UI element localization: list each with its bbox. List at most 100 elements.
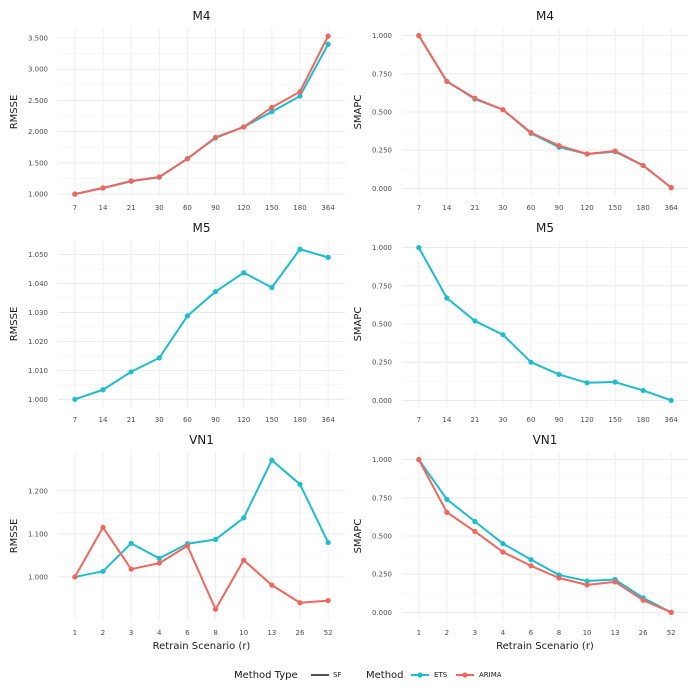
data-point-arima (528, 130, 534, 136)
legend-item-arima: ARIMA (479, 671, 502, 679)
data-point-arima (100, 185, 106, 191)
data-point-ets (668, 397, 674, 403)
data-point-arima (584, 582, 590, 588)
x-tick-label: 21 (127, 204, 136, 212)
x-tick-label: 364 (321, 204, 335, 212)
x-tick-label: 30 (155, 204, 164, 212)
x-tick-label: 10 (583, 629, 592, 637)
panel-title: M5 (536, 221, 554, 235)
x-tick-label: 364 (664, 204, 678, 212)
x-tick-label: 180 (636, 416, 649, 424)
x-tick-label: 120 (237, 416, 250, 424)
data-point-ets (297, 93, 303, 99)
x-tick-label: 90 (555, 416, 564, 424)
y-tick-label: 0.000 (372, 397, 392, 405)
data-point-ets (528, 557, 534, 563)
data-point-arima (269, 104, 275, 110)
y-tick-label: 1.200 (28, 487, 48, 495)
panel-title: VN1 (189, 433, 214, 447)
x-tick-label: 4 (157, 629, 162, 637)
x-tick-label: 14 (99, 416, 108, 424)
series-line-ets (74, 459, 330, 578)
data-point-ets (241, 515, 247, 521)
x-tick-label: 60 (183, 416, 192, 424)
y-tick-label: 1.500 (28, 159, 48, 167)
x-tick-label: 2 (101, 629, 105, 637)
data-point-arima (72, 574, 78, 580)
data-point-ets (584, 380, 590, 386)
data-point-arima (72, 191, 78, 197)
data-point-arima (325, 33, 331, 39)
x-tick-label: 150 (265, 204, 278, 212)
panel-title: VN1 (533, 433, 558, 447)
data-point-ets (297, 246, 303, 252)
data-point-arima (297, 89, 303, 95)
y-tick-label: 0.750 (372, 282, 392, 290)
data-point-ets (444, 295, 450, 301)
x-tick-label: 21 (127, 416, 136, 424)
x-tick-label: 60 (527, 204, 536, 212)
y-tick-label: 0.250 (372, 571, 392, 579)
x-tick-label: 90 (211, 416, 220, 424)
y-tick-label: 1.000 (372, 32, 392, 40)
data-point-ets (444, 496, 450, 502)
data-point-ets (416, 245, 422, 251)
data-point-arima (556, 143, 562, 149)
y-axis-label: SMAPC (353, 307, 364, 342)
data-point-ets (72, 396, 78, 402)
data-point-ets (325, 41, 331, 47)
x-tick-label: 52 (324, 629, 333, 637)
y-tick-label: 0.250 (372, 147, 392, 155)
series-line-arima (74, 35, 330, 196)
x-tick-label: 13 (267, 629, 276, 637)
x-tick-label: 10 (239, 629, 248, 637)
x-tick-label: 180 (636, 204, 649, 212)
y-tick-label: 0.000 (372, 185, 392, 193)
x-tick-label: 180 (293, 416, 306, 424)
data-point-ets (269, 284, 275, 291)
legend-key-point-ets (417, 672, 423, 678)
y-tick-label: 2.500 (28, 97, 48, 105)
data-point-arima (584, 151, 590, 157)
y-tick-label: 1.020 (28, 338, 48, 346)
data-point-arima (212, 606, 219, 612)
data-point-arima (241, 557, 247, 563)
series-line-arima (417, 459, 672, 614)
data-point-arima (325, 598, 331, 604)
data-point-arima (528, 563, 534, 569)
x-tick-label: 14 (442, 416, 451, 424)
data-point-arima (556, 575, 562, 581)
series-line-ets (74, 43, 329, 196)
panel-title: M4 (193, 9, 211, 23)
y-tick-label: 0.500 (372, 321, 392, 329)
x-tick-label: 14 (442, 204, 451, 212)
x-tick-label: 3 (473, 629, 477, 637)
data-point-arima (640, 162, 646, 169)
data-point-ets (325, 539, 331, 546)
x-tick-label: 13 (611, 629, 620, 637)
y-tick-label: 0.000 (372, 609, 392, 617)
data-point-ets (184, 313, 191, 319)
x-tick-label: 90 (555, 204, 564, 212)
data-point-arima (500, 107, 506, 113)
data-point-arima (500, 549, 506, 555)
y-axis-label: RMSSE (9, 307, 20, 342)
data-point-ets (528, 359, 534, 365)
x-tick-label: 30 (155, 416, 164, 424)
x-tick-label: 4 (501, 629, 506, 637)
y-tick-label: 1.050 (28, 251, 48, 259)
data-point-arima (472, 95, 478, 101)
data-point-arima (472, 528, 478, 535)
x-tick-label: 150 (608, 416, 621, 424)
y-tick-label: 1.000 (372, 456, 392, 464)
data-point-arima (269, 582, 275, 588)
data-point-ets (212, 288, 219, 295)
series-line-arima (417, 35, 672, 189)
x-tick-label: 8 (213, 629, 217, 637)
data-point-ets (212, 536, 219, 543)
y-tick-label: 0.750 (372, 494, 392, 502)
data-point-arima (184, 156, 191, 162)
legend-method-title: Method (366, 670, 404, 681)
x-tick-label: 120 (580, 416, 593, 424)
